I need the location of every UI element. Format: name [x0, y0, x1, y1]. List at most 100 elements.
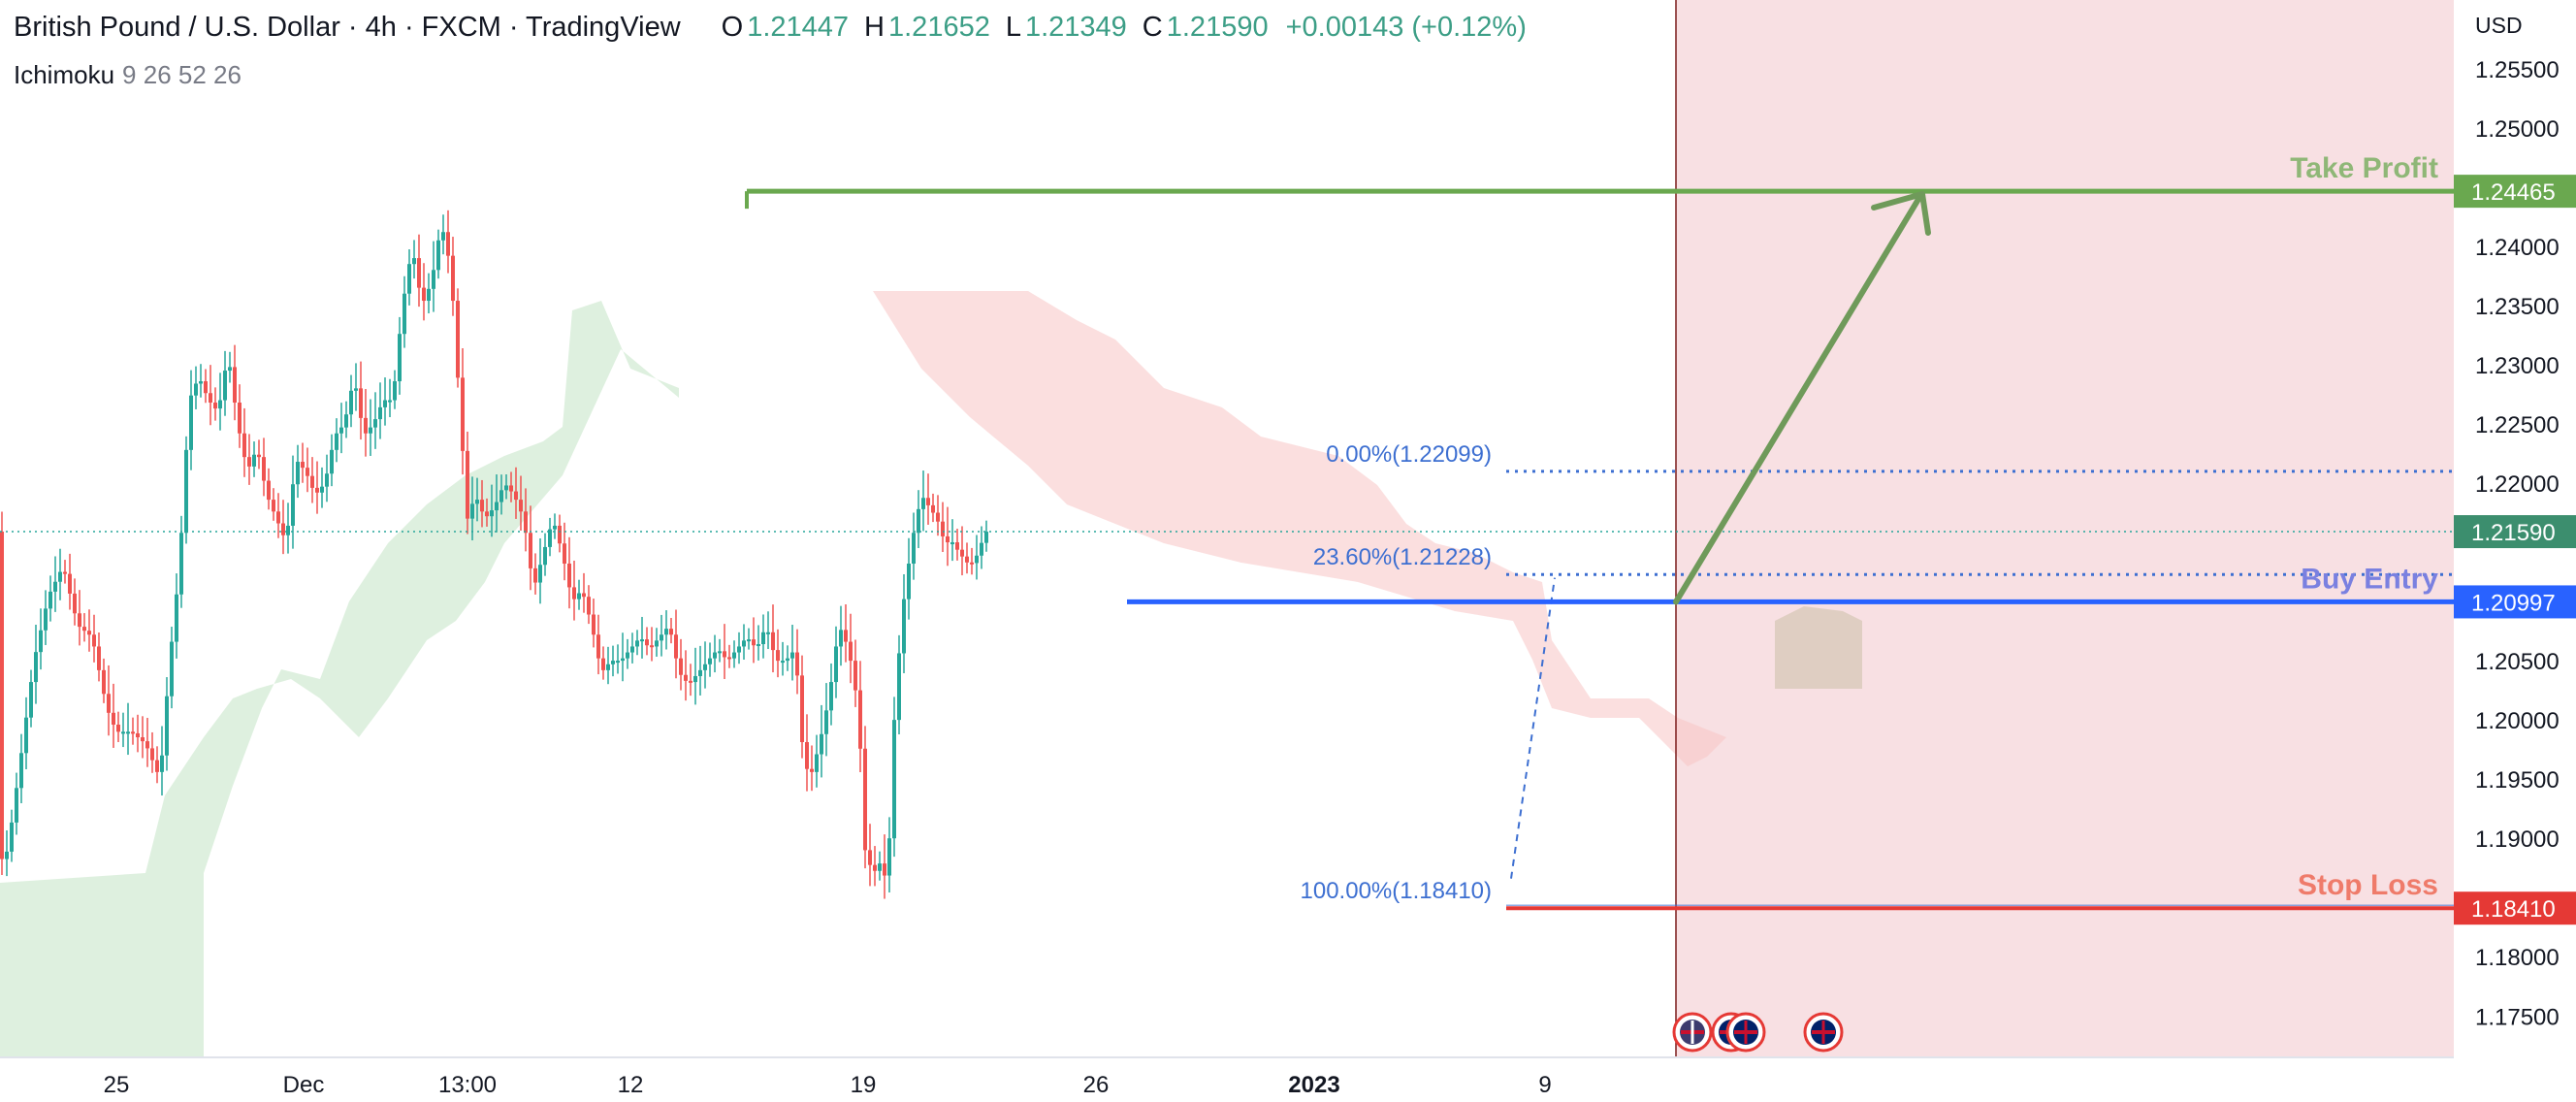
candle-body: [786, 658, 789, 662]
price-tick-label: 1.22500: [2475, 412, 2560, 438]
candle-body: [664, 629, 668, 635]
candle-body: [640, 639, 644, 642]
candle-body: [233, 367, 237, 404]
candle-body: [858, 690, 862, 749]
candle-body: [466, 450, 469, 519]
candle-body: [907, 564, 911, 600]
candle-body: [34, 652, 38, 683]
candle-body: [228, 367, 232, 372]
candle-body: [407, 264, 411, 294]
candle-body: [315, 487, 319, 493]
candle-body: [19, 753, 23, 789]
candle-body: [194, 383, 198, 396]
candle-body: [441, 232, 445, 241]
candle-body: [247, 457, 251, 467]
candle-body: [68, 573, 72, 594]
candle-body: [39, 630, 43, 653]
price-axis-bg: [2454, 0, 2576, 1102]
candle-body: [975, 555, 979, 564]
stop-loss-badge: [2454, 891, 2576, 925]
take-profit-badge-text: 1.24465: [2471, 179, 2556, 206]
candle-body: [509, 485, 513, 492]
candle-body: [286, 525, 290, 535]
candle-body: [87, 631, 91, 635]
candle-body: [495, 502, 499, 511]
candle-body: [388, 400, 392, 403]
candle-body: [660, 634, 663, 641]
candle-body: [630, 646, 634, 653]
candle-body: [926, 498, 930, 505]
candle-body: [10, 822, 14, 852]
candle-body: [456, 301, 460, 378]
high-value: 1.21652: [888, 12, 990, 43]
candle-body: [339, 427, 343, 434]
candle-body: [427, 288, 431, 302]
time-tick-label: 9: [1538, 1072, 1551, 1098]
candle-body: [950, 542, 954, 545]
take-profit-label: Take Profit: [2290, 152, 2438, 184]
candle-body: [461, 377, 465, 451]
price-tick-label: 1.25500: [2475, 57, 2560, 83]
candle-body: [475, 500, 479, 504]
candle-body: [364, 417, 368, 434]
time-tick-label: Dec: [283, 1072, 325, 1098]
candle-body: [941, 521, 945, 536]
axis-currency-label: USD: [2475, 13, 2523, 38]
candle-body: [524, 511, 528, 534]
candle-body: [262, 457, 266, 481]
candle-body: [97, 646, 101, 670]
candle-body: [955, 542, 959, 550]
candle-body: [199, 381, 203, 384]
candle-body: [936, 512, 940, 522]
candle-body: [752, 639, 756, 646]
candle-body: [776, 650, 780, 662]
candle-body: [432, 270, 435, 289]
candle-body: [402, 293, 406, 335]
price-tick-label: 1.20000: [2475, 708, 2560, 734]
candle-body: [412, 258, 416, 265]
candle-body: [727, 657, 731, 660]
symbol-title[interactable]: British Pound / U.S. Dollar · 4h · FXCM …: [14, 12, 681, 43]
price-tick-label: 1.19500: [2475, 767, 2560, 794]
candle-body: [766, 632, 770, 634]
candle-body: [44, 608, 48, 631]
candle-body: [917, 508, 920, 534]
candle-body: [548, 529, 552, 547]
time-tick-label: 12: [618, 1072, 644, 1098]
indicator-params: 9 26 52 26: [122, 60, 242, 89]
candle-body: [330, 449, 334, 474]
take-profit-badge: [2454, 175, 2576, 209]
candle-body: [213, 403, 217, 409]
candle-body: [184, 449, 188, 534]
candle-body: [373, 419, 377, 428]
candle-body: [723, 651, 726, 658]
candle-body: [635, 640, 639, 647]
candle-body: [703, 664, 707, 670]
candle-body: [204, 381, 208, 394]
candle-body: [761, 632, 765, 645]
candle-body: [810, 768, 814, 772]
candle-body: [829, 682, 833, 711]
candle-body: [325, 473, 329, 487]
stop-loss-label: Stop Loss: [2298, 869, 2438, 901]
candle-body: [519, 500, 523, 512]
candle-body: [553, 525, 557, 530]
candle-body: [499, 490, 503, 502]
candle-body: [223, 371, 227, 401]
candle-body: [451, 255, 455, 302]
indicator-legend[interactable]: Ichimoku 9 26 52 26: [14, 60, 242, 90]
candle-body: [684, 674, 688, 681]
candle-body: [296, 462, 300, 485]
candle-body: [611, 661, 615, 664]
buy-entry-badge: [2454, 585, 2576, 619]
candle-body: [732, 652, 736, 659]
candle-body: [306, 468, 309, 476]
candle-body: [616, 661, 620, 664]
candle-body: [815, 754, 819, 772]
ichimoku-future-cloud: [1775, 606, 1862, 689]
candle-body: [698, 669, 702, 676]
price-tick-label: 1.22000: [2475, 471, 2560, 498]
price-tick-label: 1.18000: [2475, 945, 2560, 971]
candle-body: [398, 334, 402, 382]
